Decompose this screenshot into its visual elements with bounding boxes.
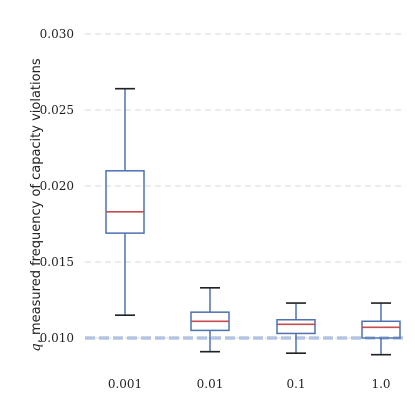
iqr-box [276,319,316,335]
y-axis-label-variable: q [29,343,44,351]
x-tick-label: 0.001 [108,377,142,391]
x-tick-labels: 0.001 0.01 0.1 1.0 [108,377,391,391]
iqr-box [105,170,145,234]
iqr-box [361,320,401,339]
y-axis-label-text: , measured frequency of capacity violati… [29,58,44,343]
boxes-group [105,87,401,356]
y-tick-label: 0.020 [40,179,74,193]
box-1.0 [361,302,401,356]
x-tick-label: 0.01 [197,377,224,391]
box-0.01 [190,287,230,353]
box-0.1 [276,302,316,355]
x-tick-label: 0.1 [286,377,305,391]
y-tick-label: 0.030 [40,27,74,41]
y-axis-label: q, measured frequency of capacity violat… [29,58,44,351]
y-tick-label: 0.010 [40,331,74,345]
x-tick-label: 1.0 [371,377,390,391]
grid-lines [85,33,405,339]
y-tick-label: 0.015 [40,255,74,269]
y-tick-labels: 0.010 0.015 0.020 0.025 0.030 [40,27,74,345]
box-0.001 [105,87,145,317]
y-tick-label: 0.025 [40,103,74,117]
